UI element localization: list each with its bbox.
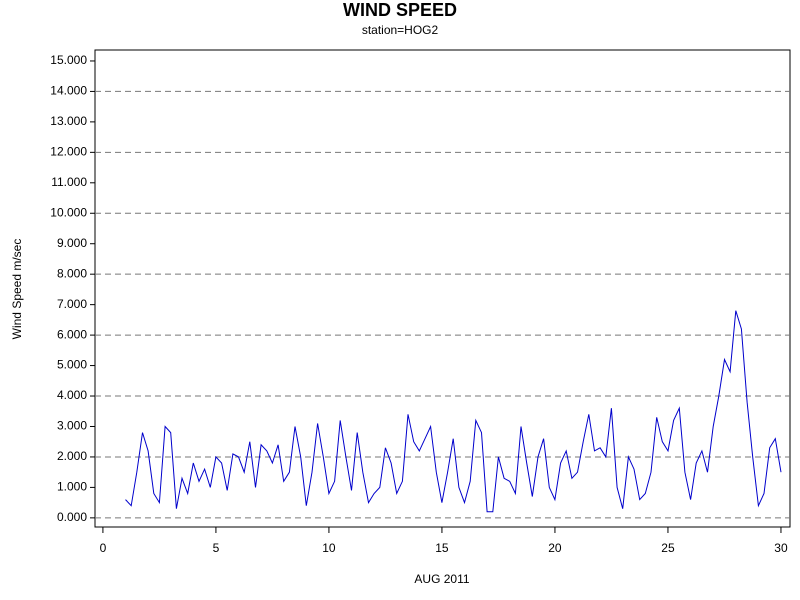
y-tick-label: 15.000 — [50, 53, 87, 67]
x-tick-label: 0 — [100, 541, 107, 555]
y-tick-label: 9.000 — [57, 236, 87, 250]
x-tick-label: 5 — [213, 541, 220, 555]
y-tick-label: 1.000 — [57, 480, 87, 494]
x-tick-label: 10 — [322, 541, 336, 555]
y-axis-label: Wind Speed m/sec — [10, 239, 24, 340]
chart-title: WIND SPEED — [343, 0, 457, 20]
y-tick-label: 8.000 — [57, 266, 87, 280]
x-tick-label: 20 — [548, 541, 562, 555]
y-tick-label: 13.000 — [50, 114, 87, 128]
data-line — [125, 310, 782, 513]
y-tick-label: 2.000 — [57, 449, 87, 463]
y-tick-label: 3.000 — [57, 419, 87, 433]
y-tick-label: 5.000 — [57, 358, 87, 372]
y-tick-label: 0.000 — [57, 510, 87, 524]
plot-frame — [94, 49, 791, 528]
y-tick-label: 10.000 — [50, 205, 87, 219]
x-axis-label: AUG 2011 — [414, 572, 469, 586]
y-tick-label: 12.000 — [50, 145, 87, 159]
y-tick-label: 7.000 — [57, 297, 87, 311]
y-tick-label: 6.000 — [57, 327, 87, 341]
x-tick-label: 15 — [435, 541, 449, 555]
x-tick-label: 30 — [774, 541, 788, 555]
y-tick-label: 11.000 — [51, 175, 87, 189]
x-tick-label: 25 — [661, 541, 675, 555]
y-tick-label: 14.000 — [50, 84, 87, 98]
chart-subtitle: station=HOG2 — [362, 23, 439, 37]
y-tick-label: 4.000 — [57, 388, 87, 402]
